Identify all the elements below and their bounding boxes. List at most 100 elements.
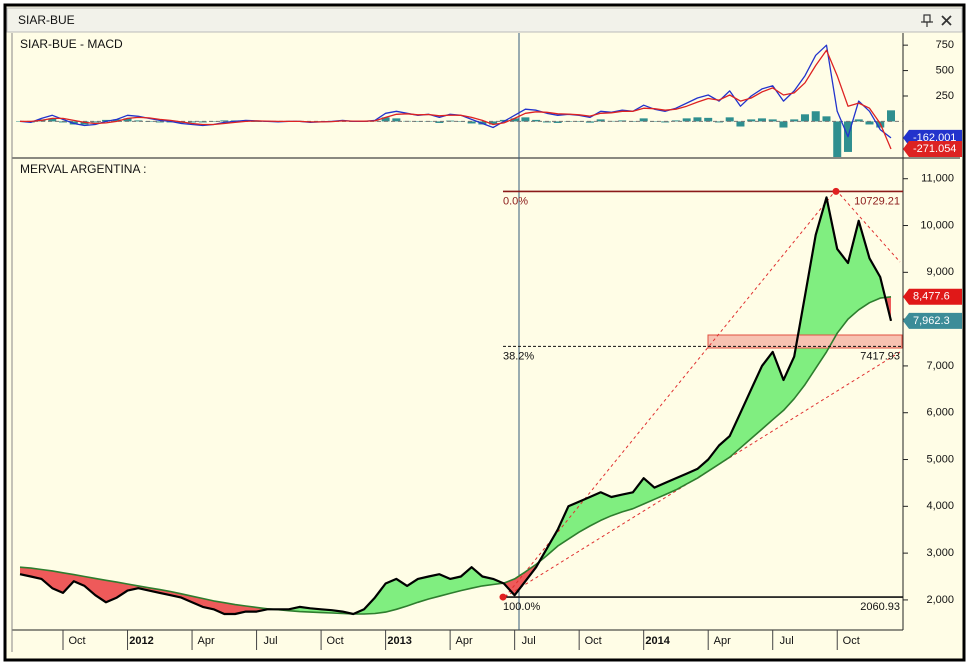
histogram-bar: [489, 121, 498, 125]
histogram-bar: [48, 118, 57, 122]
signal-line: [20, 49, 892, 150]
histogram-bar: [252, 121, 261, 122]
window-title: SIAR-BUE: [18, 13, 75, 27]
histogram-bar: [779, 121, 788, 128]
histogram-bar: [521, 117, 530, 122]
x-tick-label: Jul: [522, 635, 536, 647]
pin-icon[interactable]: [921, 14, 933, 27]
draw-layer: 0.0% 10729.21 38.2% 7417.93 100.0% 2060.93: [19, 44, 903, 616]
histogram-bar: [413, 121, 422, 122]
histogram-bar: [618, 120, 627, 122]
histogram-bar: [381, 117, 390, 122]
moving-average-line: [19, 296, 892, 615]
fib-value: 10729.21: [854, 195, 900, 207]
histogram-bar: [91, 121, 100, 123]
histogram-bar: [887, 110, 895, 122]
histogram-bar: [155, 121, 164, 123]
badge-label: 7,962.3: [913, 315, 950, 327]
histogram-bar: [198, 121, 207, 123]
fib-value: 7417.93: [860, 350, 900, 362]
histogram-bar: [596, 119, 605, 122]
histogram-bar: [467, 121, 476, 124]
y-tick-label: 3,000: [926, 547, 954, 559]
y-tick-label: 6,000: [926, 407, 954, 419]
y-tick-label: 10,000: [920, 219, 954, 231]
badge-shape: [903, 140, 962, 157]
y-tick-label: 7,000: [926, 360, 954, 372]
value-badge: -271.054: [903, 140, 962, 157]
y-tick-label: 250: [936, 90, 954, 102]
x-tick-label: Apr: [714, 635, 731, 647]
histogram-bar: [693, 117, 702, 122]
x-tick-label: Oct: [327, 635, 344, 647]
histogram-bar: [790, 119, 799, 122]
value-badge: 7,962.3: [903, 312, 962, 329]
histogram-bar: [704, 117, 713, 122]
histogram-bar: [682, 118, 691, 122]
y-tick-label: 4,000: [926, 500, 954, 512]
histogram-bar: [112, 119, 121, 122]
x-tick-label: Apr: [456, 635, 473, 647]
histogram-bar: [865, 121, 874, 125]
histogram-bar: [736, 121, 745, 127]
histogram-bar: [671, 120, 680, 122]
histogram-bar: [575, 121, 584, 122]
close-stroke: [941, 15, 952, 26]
trend-line: [835, 189, 901, 263]
histogram-bar: [134, 120, 143, 122]
histogram-bar: [714, 121, 723, 123]
histogram-bar: [553, 121, 562, 123]
support-zone: [707, 334, 903, 349]
histogram-bar: [757, 118, 766, 122]
histogram-bar: [650, 121, 659, 122]
histogram-bar: [392, 118, 401, 122]
close-icon[interactable]: [941, 15, 952, 26]
x-tick-label: Apr: [197, 635, 214, 647]
y-tick-label: 9,000: [926, 266, 954, 278]
badge-label: 8,477.6: [913, 291, 950, 303]
histogram-bar: [833, 121, 842, 158]
badge-shape: [903, 312, 962, 329]
histogram-bar: [123, 118, 132, 122]
x-tick-label: 2012: [129, 635, 153, 647]
x-tick-label: Jul: [780, 635, 794, 647]
badge-label: -162.001: [913, 132, 956, 144]
histogram-bar: [209, 121, 218, 122]
x-tick-label: Oct: [585, 635, 602, 647]
y-tick-label: 11,000: [921, 173, 954, 185]
y-tick-label: 750: [936, 39, 954, 51]
pane-title: MERVAL ARGENTINA :: [20, 162, 146, 176]
histogram-bar: [811, 111, 820, 122]
badge-shape: [903, 288, 962, 305]
histogram-bar: [188, 121, 197, 123]
price-line: [19, 196, 893, 616]
x-tick-label: Jul: [264, 635, 278, 647]
fib-anchor: [499, 593, 507, 601]
histogram-bar: [822, 116, 831, 122]
fib-anchor: [832, 187, 840, 195]
histogram-bar: [220, 120, 229, 122]
histogram-bar: [59, 121, 68, 123]
x-tick-label: 2013: [387, 635, 411, 647]
badge-label: -271.054: [913, 143, 956, 155]
y-tick-label: 2,000: [926, 594, 954, 606]
histogram-bar: [800, 114, 809, 122]
histogram-bar: [639, 118, 648, 122]
y-tick-label: 500: [936, 64, 954, 76]
histogram-bar: [102, 119, 111, 122]
histogram-bar: [542, 121, 551, 123]
histogram-bar: [532, 119, 541, 122]
histogram-bar: [661, 121, 670, 123]
histogram-bar: [510, 118, 519, 122]
histogram-bar: [725, 117, 734, 122]
pane-title: SIAR-BUE - MACD: [20, 37, 123, 51]
value-badge: 8,477.6: [903, 288, 962, 305]
x-tick-label: Oct: [68, 635, 85, 647]
histogram-bar: [585, 121, 594, 123]
fib-label: 0.0%: [503, 195, 528, 207]
y-tick-label: 5,000: [926, 453, 954, 465]
x-tick-label: 2014: [645, 635, 670, 647]
histogram-bar: [854, 119, 863, 122]
